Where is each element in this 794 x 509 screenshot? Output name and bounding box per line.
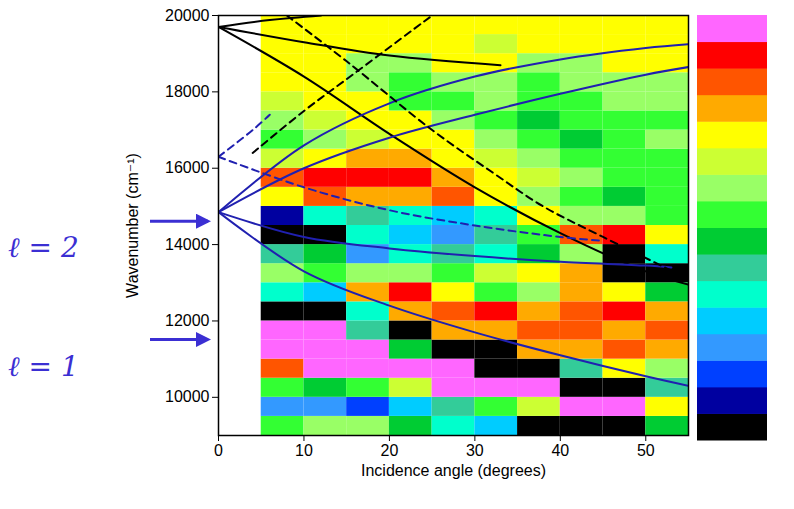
svg-text:30: 30 xyxy=(466,442,484,459)
svg-text:ℓ = 2: ℓ = 2 xyxy=(8,231,79,264)
svg-text:18000: 18000 xyxy=(165,83,210,100)
svg-text:Incidence angle (degrees): Incidence angle (degrees) xyxy=(361,462,546,479)
svg-text:16000: 16000 xyxy=(165,159,210,176)
svg-text:20: 20 xyxy=(381,442,399,459)
svg-text:12000: 12000 xyxy=(165,312,210,329)
svg-text:ℓ = 1: ℓ = 1 xyxy=(8,350,79,383)
svg-text:0: 0 xyxy=(214,442,223,459)
svg-text:10: 10 xyxy=(295,442,313,459)
svg-text:14000: 14000 xyxy=(165,236,210,253)
svg-text:10000: 10000 xyxy=(165,388,210,405)
svg-text:Wavenumber (cm⁻¹): Wavenumber (cm⁻¹) xyxy=(124,153,141,298)
svg-text:20000: 20000 xyxy=(165,7,210,24)
svg-text:40: 40 xyxy=(551,442,569,459)
svg-text:50: 50 xyxy=(637,442,655,459)
